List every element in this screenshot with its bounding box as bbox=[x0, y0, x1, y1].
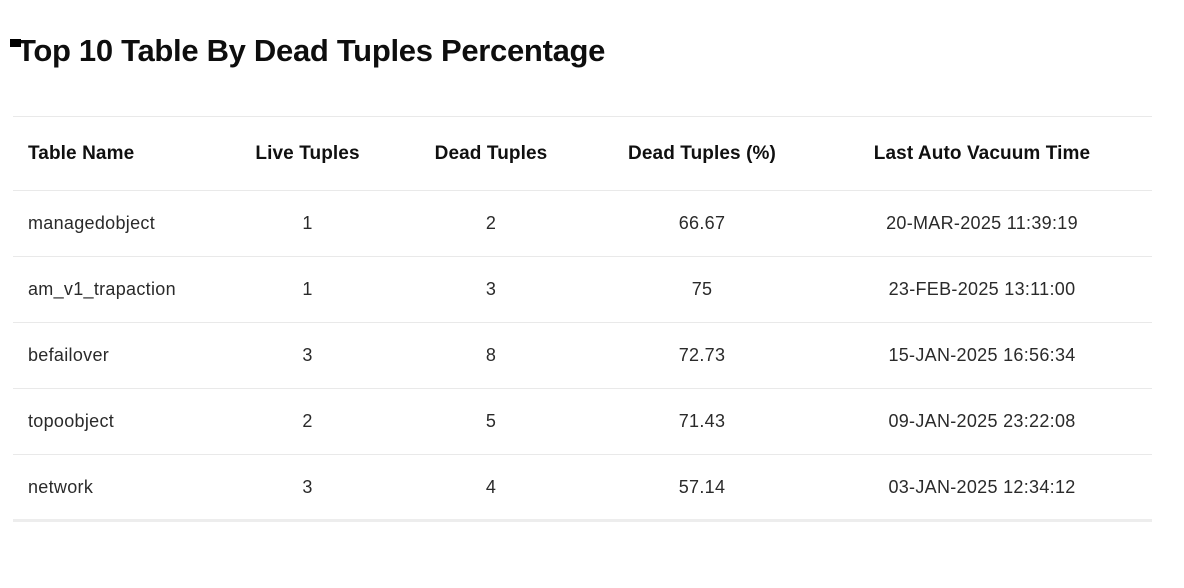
table-row: am_v1_trapaction 1 3 75 23-FEB-2025 13:11:00 bbox=[13, 257, 1152, 323]
table-cell-dead-tuples: 3 bbox=[485, 279, 497, 299]
column-header-live-tuples: Live Tuples bbox=[255, 142, 360, 164]
table-cell-dead-tuples-pct: 71.43 bbox=[678, 411, 726, 431]
column-header-dead-tuples-pct: Dead Tuples (%) bbox=[628, 142, 776, 164]
table-cell-dead-tuples-pct: 66.67 bbox=[678, 213, 726, 233]
table-cell-dead-tuples: 4 bbox=[485, 476, 497, 497]
table-row: topoobject 2 5 71.43 09-JAN-2025 23:22:08 bbox=[13, 389, 1152, 455]
widget-title: Top 10 Table By Dead Tuples Percentage bbox=[17, 33, 606, 68]
table-row: managedobject 1 2 66.67 20-MAR-2025 11:39:19 bbox=[13, 191, 1152, 257]
table-cell-table-name: network bbox=[28, 476, 94, 497]
table-cell-dead-tuples: 8 bbox=[485, 345, 497, 365]
top-left-mark bbox=[10, 39, 21, 47]
table-row: befailover 3 8 72.73 15-JAN-2025 16:56:34 bbox=[13, 323, 1152, 389]
table-cell-last-auto-vacuum-time: 23-FEB-2025 13:11:00 bbox=[888, 279, 1076, 299]
table-header-row: Table Name Live Tuples Dead Tuples Dead … bbox=[13, 116, 1152, 191]
table-header: Table Name Live Tuples Dead Tuples Dead … bbox=[13, 116, 1152, 191]
table-cell-live-tuples: 2 bbox=[302, 411, 313, 431]
table-cell-dead-tuples: 5 bbox=[485, 411, 497, 431]
table-cell-live-tuples: 1 bbox=[302, 213, 313, 233]
column-header-last-auto-vacuum-time: Last Auto Vacuum Time bbox=[873, 142, 1091, 164]
dead-tuples-table-container: Table Name Live Tuples Dead Tuples Dead … bbox=[13, 116, 1184, 522]
table-body: managedobject 1 2 66.67 20-MAR-2025 11:39:19… bbox=[13, 191, 1152, 521]
table-cell-table-name: am_v1_trapaction bbox=[28, 279, 176, 299]
table-row: network 3 4 57.14 03-JAN-2025 12:34:12 bbox=[13, 455, 1152, 521]
table-cell-dead-tuples: 2 bbox=[485, 213, 497, 233]
column-header-dead-tuples: Dead Tuples bbox=[434, 142, 548, 164]
table-cell-table-name: managedobject bbox=[28, 213, 155, 233]
table-cell-dead-tuples-pct: 57.14 bbox=[678, 476, 726, 497]
table-cell-table-name: topoobject bbox=[28, 411, 115, 431]
dead-tuples-table: Table Name Live Tuples Dead Tuples Dead … bbox=[13, 116, 1152, 522]
table-cell-dead-tuples-pct: 75 bbox=[691, 279, 713, 299]
table-cell-live-tuples: 1 bbox=[302, 279, 313, 299]
table-cell-last-auto-vacuum-time: 15-JAN-2025 16:56:34 bbox=[888, 345, 1076, 365]
table-cell-live-tuples: 3 bbox=[302, 345, 313, 365]
table-cell-last-auto-vacuum-time: 20-MAR-2025 11:39:19 bbox=[886, 213, 1078, 233]
table-cell-live-tuples: 3 bbox=[302, 476, 313, 497]
table-cell-last-auto-vacuum-time: 03-JAN-2025 12:34:12 bbox=[888, 476, 1076, 497]
table-cell-last-auto-vacuum-time: 09-JAN-2025 23:22:08 bbox=[888, 411, 1076, 431]
column-header-table-name: Table Name bbox=[28, 142, 135, 164]
table-cell-table-name: befailover bbox=[28, 345, 110, 365]
table-cell-dead-tuples-pct: 72.73 bbox=[678, 345, 726, 365]
